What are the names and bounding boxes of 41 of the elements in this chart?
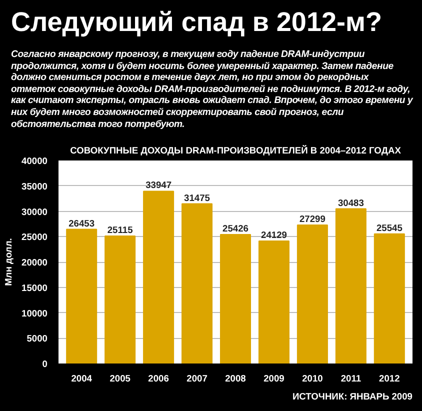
data-label: 33947: [146, 180, 172, 190]
data-label: 30483: [338, 198, 364, 208]
data-label: 27299: [299, 214, 326, 224]
bar: [220, 234, 252, 364]
bar: [296, 224, 328, 364]
text: ИСТОЧНИК: ЯНВАРЬ 2009: [292, 392, 413, 402]
x-tick-label: 2012: [379, 374, 400, 384]
data-label: 25426: [222, 223, 248, 234]
data-label: 31475: [184, 192, 210, 203]
y-tick-label: 20000: [22, 258, 48, 268]
y-axis-title: Млн долл.: [4, 238, 14, 286]
x-tick-label: 2007: [186, 374, 208, 384]
bar: [143, 190, 174, 364]
chart-subtitle: Согласно январскому прогнозу, в текущем году падение DRAM-индустрии продолжится, хотя и будет носить более умеренный характер. Затем падение должно смениться ростом в течение двух лет, но при этом до рекордных отметок совокупные доходы DRAM-производителей не поднимутся. В 2012-м году, как считают эксперты, отрасль вновь ожидает спад. Впрочем, до этого времени у них будет много возможностей скорректировать свой прогноз, если обстоятельства того потребуют.: [11, 49, 414, 130]
x-tick-label: 2004: [71, 374, 93, 384]
y-tick-label: 35000: [22, 181, 48, 192]
y-tick-label: 30000: [22, 206, 48, 217]
bar: [258, 240, 290, 364]
x-tick-label: 2011: [340, 374, 362, 384]
x-tick-label: 2008: [225, 374, 246, 384]
y-tick-label: 0: [42, 359, 48, 369]
chart-title: Следующий спад в 2012-м?: [11, 6, 382, 39]
y-tick-label: 40000: [22, 156, 48, 166]
y-tick-label: 25000: [22, 232, 48, 242]
text: СОВОКУПНЫЕ ДОХОДЫ DRAM-ПРОИЗВОДИТЕЛЕЙ В 2004–2012 ГОДАХ: [70, 144, 402, 156]
data-label: 26453: [68, 218, 95, 228]
x-tick-label: 2005: [110, 374, 130, 384]
x-tick-label: 2009: [264, 374, 284, 384]
bar: [182, 203, 213, 364]
bar: [66, 228, 98, 364]
data-label: 24129: [261, 230, 287, 240]
y-tick-label: 5000: [26, 334, 48, 344]
y-tick-label: 10000: [22, 308, 48, 318]
x-tick-label: 2010: [302, 374, 323, 384]
y-tick-label: 15000: [22, 282, 48, 293]
x-tick-label: 2006: [148, 374, 169, 384]
data-label: 25545: [376, 222, 402, 233]
data-label: 25115: [107, 225, 133, 236]
bar: [104, 236, 136, 364]
bar: [335, 208, 366, 364]
bar: [374, 233, 405, 364]
